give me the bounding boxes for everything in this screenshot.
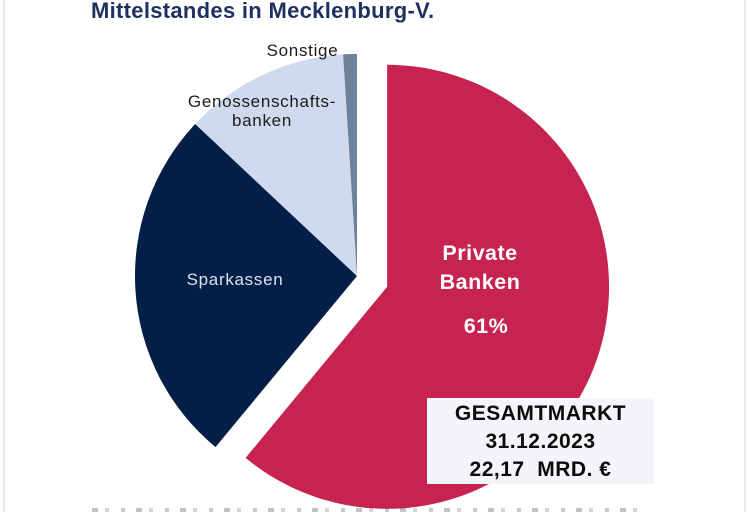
slice-label-sparkassen: Sparkassen — [186, 270, 284, 289]
slice-label-sonstige: Sonstige — [266, 41, 339, 60]
chart-title: Mittelstandes in Mecklenburg-V. — [91, 0, 435, 23]
pie-slice-genossenschaftsbanken — [195, 54, 357, 277]
slice-percent-private-banken: 61% — [463, 314, 509, 338]
gesamtmarkt-box: GESAMTMARKT 31.12.2023 22,17 MRD. € — [427, 398, 654, 484]
gesamtmarkt-value: 22,17 MRD. € — [469, 458, 612, 481]
slice-label-private-banken-line2: Banken — [439, 270, 521, 294]
gesamtmarkt-title: GESAMTMARKT — [454, 402, 627, 425]
right-edge-divider — [744, 0, 746, 512]
left-edge-divider — [3, 0, 5, 512]
pie-slice-sonstige — [343, 53, 357, 277]
slice-label-private-banken: Private Banken — [395, 239, 565, 297]
cropped-caption-strip — [92, 508, 640, 512]
pie-slice-sparkassen — [134, 124, 357, 448]
pie-slice-private-banken — [245, 64, 610, 509]
gesamtmarkt-date: 31.12.2023 — [485, 430, 596, 453]
slice-label-genossenschaftsbanken: Genossenschafts- banken — [162, 92, 362, 130]
slice-label-private-banken-line1: Private — [442, 241, 518, 265]
slice-label-genossenschaftsbanken-line2: banken — [232, 111, 292, 130]
slice-label-genossenschaftsbanken-line1: Genossenschafts- — [187, 92, 337, 111]
